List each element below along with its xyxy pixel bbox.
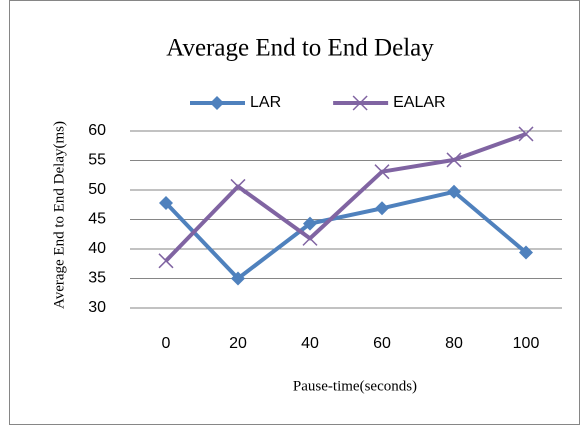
- y-tick-label: 35: [88, 270, 106, 287]
- series-line: [164, 189, 528, 281]
- x-tick-label: 60: [373, 335, 391, 352]
- legend-label: LAR: [250, 94, 281, 111]
- series-line: [164, 132, 527, 263]
- marker: [302, 230, 318, 246]
- marker: [375, 201, 389, 216]
- marker: [447, 184, 461, 199]
- marker: [446, 152, 462, 168]
- y-tick-label: 45: [88, 211, 106, 228]
- marker: [519, 245, 533, 260]
- marker: [210, 96, 224, 110]
- y-tick-label: 30: [88, 299, 106, 316]
- x-tick-label: 20: [229, 335, 247, 352]
- marker: [158, 253, 174, 269]
- marker: [159, 195, 173, 210]
- x-axis-label: Pause-time(seconds): [293, 378, 417, 394]
- marker: [374, 164, 390, 180]
- marker: [231, 271, 245, 286]
- marker: [230, 178, 246, 194]
- marker: [352, 95, 368, 111]
- y-tick-label: 55: [88, 152, 106, 169]
- y-tick-label: 60: [88, 122, 106, 139]
- x-tick-label: 80: [445, 335, 463, 352]
- marker: [303, 216, 317, 231]
- x-tick-label: 0: [162, 335, 171, 352]
- legend-label: EALAR: [393, 94, 445, 111]
- y-tick-label: 50: [88, 181, 106, 198]
- marker: [518, 126, 534, 142]
- chart-title: Average End to End Delay: [166, 35, 434, 62]
- y-tick-label: 40: [88, 240, 106, 257]
- x-tick-label: 40: [301, 335, 319, 352]
- y-axis-label: Average End to End Delay(ms): [51, 121, 67, 309]
- chart-border: [9, 0, 580, 425]
- x-tick-label: 100: [513, 335, 540, 352]
